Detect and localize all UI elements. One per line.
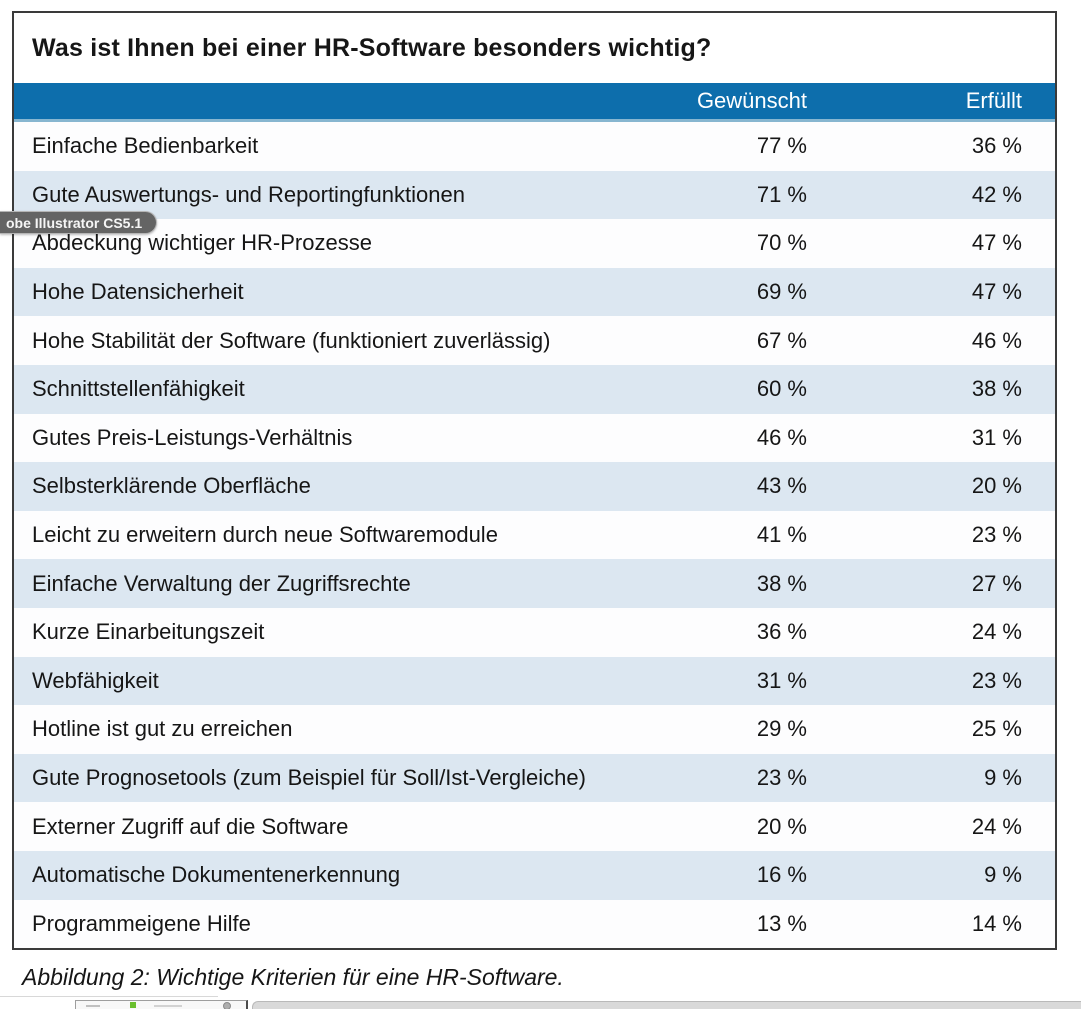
row-value-gewuenscht: 36 %	[756, 619, 807, 645]
row-label: Einfache Bedienbarkeit	[32, 133, 259, 159]
row-label: Selbsterklärende Oberfläche	[32, 473, 311, 499]
toolbar-dash-icon	[154, 1005, 182, 1007]
row-label: Hohe Stabilität der Software (funktionie…	[32, 327, 551, 353]
illustrator-tooltip-label: obe Illustrator CS5.1	[6, 214, 143, 231]
row-label: Gute Auswertungs- und Reportingfunktione…	[32, 181, 465, 207]
table-row: Einfache Bedienbarkeit 77 % 36 %	[14, 122, 1055, 171]
row-value-erfuellt: 47 %	[971, 230, 1022, 256]
figure-card: Was ist Ihnen bei einer HR-Software beso…	[12, 11, 1057, 950]
table-row: Gute Auswertungs- und Reportingfunktione…	[14, 170, 1055, 220]
row-label: Leicht zu erweitern durch neue Softwarem…	[32, 522, 498, 548]
row-label: Schnittstellenfähigkeit	[32, 376, 245, 402]
row-label: Kurze Einarbeitungszeit	[32, 619, 265, 645]
table-row: Hohe Datensicherheit 69 % 47 %	[14, 267, 1055, 317]
row-value-gewuenscht: 43 %	[756, 473, 807, 499]
row-value-erfuellt: 46 %	[971, 327, 1022, 353]
row-value-erfuellt: 20 %	[971, 473, 1022, 499]
row-label: Webfähigkeit	[32, 667, 159, 693]
row-value-gewuenscht: 46 %	[756, 424, 807, 450]
row-value-erfuellt: 24 %	[971, 813, 1022, 839]
header-col-gewuenscht: Gewünscht	[696, 88, 807, 113]
table-row: Gute Prognosetools (zum Beispiel für Sol…	[14, 753, 1055, 803]
row-value-gewuenscht: 77 %	[756, 133, 807, 159]
row-value-gewuenscht: 23 %	[756, 765, 807, 791]
row-value-gewuenscht: 71 %	[756, 181, 807, 207]
row-value-erfuellt: 36 %	[971, 133, 1022, 159]
row-label: Automatische Dokumentenerkennung	[32, 862, 401, 888]
row-value-gewuenscht: 20 %	[756, 813, 807, 839]
row-value-erfuellt: 24 %	[971, 619, 1022, 645]
figure-title: Was ist Ihnen bei einer HR-Software beso…	[32, 33, 712, 62]
cutoff-toolbar	[75, 1000, 248, 1009]
table-row: Externer Zugriff auf die Software 20 % 2…	[14, 802, 1055, 851]
row-label: Hohe Datensicherheit	[32, 279, 244, 305]
cutoff-window-edge	[252, 1001, 1081, 1009]
row-value-gewuenscht: 67 %	[756, 327, 807, 353]
row-value-gewuenscht: 69 %	[756, 279, 807, 305]
row-value-erfuellt: 47 %	[971, 279, 1022, 305]
table-body: Einfache Bedienbarkeit 77 % 36 % Gute Au…	[14, 122, 1055, 949]
row-value-gewuenscht: 38 %	[756, 570, 807, 596]
row-value-erfuellt: 25 %	[971, 716, 1022, 742]
row-value-gewuenscht: 13 %	[756, 910, 807, 936]
row-value-gewuenscht: 70 %	[756, 230, 807, 256]
table-row: Einfache Verwaltung der Zugriffsrechte 3…	[14, 559, 1055, 608]
row-value-erfuellt: 9 %	[984, 862, 1022, 888]
row-label: Externer Zugriff auf die Software	[32, 813, 349, 839]
row-value-erfuellt: 9 %	[984, 765, 1022, 791]
header-col-erfuellt: Erfüllt	[965, 88, 1022, 113]
row-label: Hotline ist gut zu erreichen	[32, 716, 293, 742]
row-value-erfuellt: 27 %	[971, 570, 1022, 596]
row-label: Einfache Verwaltung der Zugriffsrechte	[32, 570, 411, 596]
row-value-gewuenscht: 41 %	[756, 522, 807, 548]
table-row: Hotline ist gut zu erreichen 29 % 25 %	[14, 705, 1055, 754]
table-row: Kurze Einarbeitungszeit 36 % 24 %	[14, 607, 1055, 657]
table-header-row: Gewünscht Erfüllt	[14, 83, 1055, 122]
row-value-erfuellt: 23 %	[971, 522, 1022, 548]
figure-caption: Abbildung 2: Wichtige Kriterien für eine…	[22, 964, 564, 990]
row-value-erfuellt: 42 %	[971, 181, 1022, 207]
row-value-gewuenscht: 31 %	[756, 667, 807, 693]
divider	[0, 996, 218, 997]
table-row: Programmeigene Hilfe 13 % 14 %	[14, 899, 1055, 949]
green-status-icon	[130, 1002, 136, 1008]
table-row: Selbsterklärende Oberfläche 43 % 20 %	[14, 462, 1055, 511]
row-value-gewuenscht: 16 %	[756, 862, 807, 888]
table-row: Webfähigkeit 31 % 23 %	[14, 656, 1055, 706]
row-value-erfuellt: 23 %	[971, 667, 1022, 693]
row-value-erfuellt: 14 %	[971, 910, 1022, 936]
table-row: Leicht zu erweitern durch neue Softwarem…	[14, 510, 1055, 560]
row-value-erfuellt: 38 %	[971, 376, 1022, 402]
row-label: Programmeigene Hilfe	[32, 910, 251, 936]
table-row: Hohe Stabilität der Software (funktionie…	[14, 316, 1055, 365]
toolbar-dash-icon	[86, 1005, 100, 1007]
row-label: Gute Prognosetools (zum Beispiel für Sol…	[32, 765, 586, 791]
row-label: Abdeckung wichtiger HR-Prozesse	[32, 230, 372, 256]
row-value-gewuenscht: 29 %	[756, 716, 807, 742]
row-value-gewuenscht: 60 %	[756, 376, 807, 402]
row-value-erfuellt: 31 %	[971, 424, 1022, 450]
table-row: Abdeckung wichtiger HR-Prozesse 70 % 47 …	[14, 219, 1055, 268]
table-row: Schnittstellenfähigkeit 60 % 38 %	[14, 364, 1055, 414]
table-row: Gutes Preis-Leistungs-Verhältnis 46 % 31…	[14, 413, 1055, 463]
illustrator-tooltip: obe Illustrator CS5.1	[0, 211, 158, 234]
table-row: Automatische Dokumentenerkennung 16 % 9 …	[14, 850, 1055, 900]
row-label: Gutes Preis-Leistungs-Verhältnis	[32, 424, 353, 450]
circle-icon	[223, 1002, 231, 1009]
